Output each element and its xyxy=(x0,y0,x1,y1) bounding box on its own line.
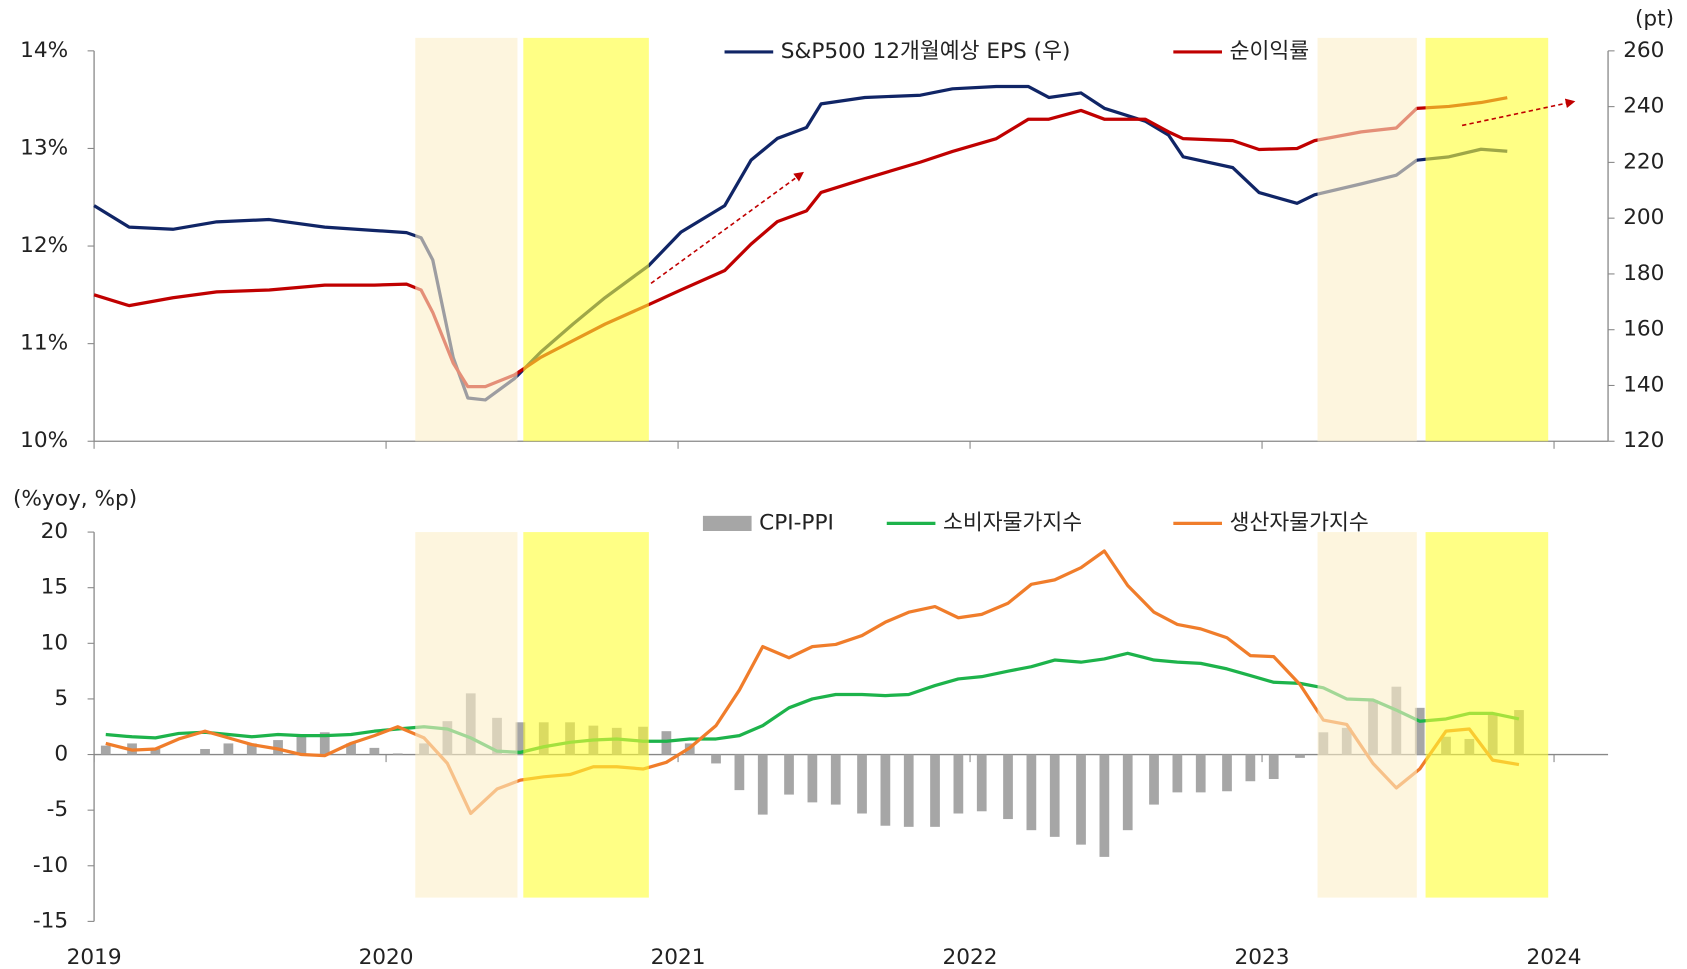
bar xyxy=(807,754,818,803)
legend-label: 소비자물가지수 xyxy=(943,510,1082,535)
bar xyxy=(1245,754,1256,782)
series-line xyxy=(105,549,1520,816)
y2-tick-label: 220 xyxy=(1623,149,1664,174)
y-tick-label: 15 xyxy=(41,575,69,600)
y-axis-label: (%yoy, %p) xyxy=(13,487,137,512)
bar xyxy=(1172,754,1183,793)
y-tick-label: 11% xyxy=(20,331,68,356)
legend-label: S&P500 12개월예상 EPS (우) xyxy=(781,39,1071,64)
y2-tick-label: 120 xyxy=(1623,428,1664,453)
y2-tick-label: 260 xyxy=(1623,38,1664,63)
y-tick-label: -5 xyxy=(47,797,69,822)
bar xyxy=(661,731,672,755)
bar xyxy=(784,754,794,795)
bar xyxy=(976,754,987,812)
bar xyxy=(1026,754,1037,831)
x-tick-label: 2019 xyxy=(67,945,122,969)
bar xyxy=(369,747,380,755)
bar xyxy=(1099,754,1110,857)
bar xyxy=(392,753,403,755)
bar xyxy=(1268,754,1279,780)
x-tick-label: 2024 xyxy=(1527,945,1582,969)
bar xyxy=(223,743,234,755)
bar xyxy=(1049,754,1060,837)
bar xyxy=(1003,754,1013,820)
y-tick-label: 12% xyxy=(20,233,68,258)
legend-label: CPI-PPI xyxy=(759,510,834,535)
series-line xyxy=(93,84,1508,402)
highlight-band xyxy=(523,532,649,898)
bar xyxy=(711,754,721,764)
x-tick-label: 2021 xyxy=(651,945,706,969)
bar xyxy=(273,740,283,755)
plot-layer: 10%11%12%13%14%120140160180200220240260(… xyxy=(13,6,1674,969)
series-line xyxy=(105,651,1520,754)
bar xyxy=(319,732,330,755)
y2-tick-label: 140 xyxy=(1623,372,1664,397)
bar xyxy=(296,735,307,755)
y-tick-label: 5 xyxy=(54,686,68,711)
y-tick-label: 20 xyxy=(41,519,69,544)
bar xyxy=(1076,754,1086,845)
highlight-band xyxy=(415,532,518,898)
bar xyxy=(734,754,745,791)
x-tick-label: 2022 xyxy=(943,945,998,969)
trend-arrow xyxy=(1461,98,1576,127)
y2-tick-label: 160 xyxy=(1623,317,1664,342)
y-tick-label: 14% xyxy=(20,38,68,63)
highlight-band xyxy=(415,37,518,442)
bar xyxy=(930,754,940,827)
y-tick-label: -15 xyxy=(33,908,68,933)
bar xyxy=(100,745,111,755)
legend-swatch xyxy=(702,515,752,532)
y-tick-label: 0 xyxy=(54,742,68,767)
highlight-band xyxy=(1317,532,1417,898)
bar xyxy=(953,754,964,814)
highlight-band xyxy=(1425,37,1549,442)
y2-tick-label: 200 xyxy=(1623,205,1664,230)
x-tick-label: 2023 xyxy=(1235,945,1290,969)
y-tick-label: 10 xyxy=(41,630,69,655)
series-line xyxy=(93,96,1508,389)
bar xyxy=(1149,754,1159,805)
y-tick-label: -10 xyxy=(33,853,68,878)
highlight-band xyxy=(523,37,649,442)
bar xyxy=(346,743,356,755)
bar xyxy=(150,748,161,755)
bar xyxy=(1295,754,1305,758)
y2-tick-label: 240 xyxy=(1623,94,1664,119)
bar xyxy=(903,754,914,827)
y-tick-label: 13% xyxy=(20,135,68,160)
bar xyxy=(515,722,526,755)
x-tick-label: 2020 xyxy=(359,945,414,969)
bar xyxy=(1195,754,1206,793)
bar xyxy=(246,743,257,755)
bar xyxy=(757,754,768,815)
bar xyxy=(200,748,210,755)
legend-label: 생산자물가지수 xyxy=(1230,510,1369,535)
bar xyxy=(1222,754,1232,792)
highlight-band xyxy=(1425,532,1549,898)
bar xyxy=(880,754,891,826)
highlight-band xyxy=(1317,37,1417,442)
trend-arrow xyxy=(650,171,804,285)
y2-tick-label: 180 xyxy=(1623,261,1664,286)
y-axis-label: (pt) xyxy=(1635,6,1674,31)
bar xyxy=(857,754,867,814)
legend-label: 순이익률 xyxy=(1230,39,1310,64)
y-tick-label: 10% xyxy=(20,428,68,453)
bar xyxy=(1122,754,1133,831)
bar xyxy=(1414,707,1425,755)
bar xyxy=(830,754,841,805)
